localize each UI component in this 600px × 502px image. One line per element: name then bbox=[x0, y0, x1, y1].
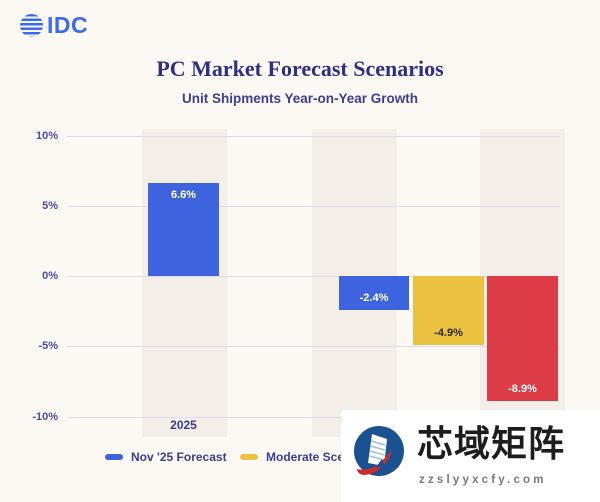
gridline bbox=[67, 346, 560, 348]
y-axis-tick-label: 5% bbox=[42, 199, 58, 212]
legend-swatch-yellow bbox=[240, 454, 258, 460]
idc-logo: IDC bbox=[20, 14, 88, 37]
chart-title: PC Market Forecast Scenarios bbox=[156, 56, 444, 81]
y-axis-tick-label: 0% bbox=[42, 270, 58, 282]
y-axis-tick-label: 10% bbox=[35, 129, 58, 142]
chart-bar: -8.9% bbox=[487, 276, 558, 402]
legend-item-moderate-scenario: Moderate Scen bbox=[240, 450, 351, 464]
gridline bbox=[67, 205, 560, 207]
watermark-box: 芯域矩阵 zzslyyxcfy.com bbox=[341, 410, 600, 502]
bar-value-label: -8.9% bbox=[508, 383, 537, 396]
chart-bar: -2.4% bbox=[339, 276, 409, 310]
chart-bar: -4.9% bbox=[413, 276, 484, 345]
gridline bbox=[67, 276, 560, 277]
watermark-logo-icon bbox=[354, 426, 404, 476]
gridline bbox=[67, 416, 560, 418]
chart-bar: 6.6% bbox=[148, 183, 219, 276]
gridline bbox=[67, 135, 560, 137]
chart-subtitle: Unit Shipments Year-on-Year Growth bbox=[181, 91, 419, 106]
y-axis-tick-label: -10% bbox=[32, 410, 58, 423]
watermark-cn-text: 芯域矩阵 bbox=[417, 423, 566, 464]
y-axis-tick-label: -5% bbox=[38, 340, 58, 353]
watermark-domain-text: zzslyyxcfy.com bbox=[419, 474, 547, 486]
bar-value-label: 6.6% bbox=[170, 189, 197, 202]
idc-logo-text: IDC bbox=[47, 12, 89, 38]
legend-swatch-blue bbox=[105, 454, 123, 460]
legend-item-nov25-forecast: Nov '25 Forecast bbox=[105, 450, 227, 464]
x-axis-tick-label: 2025 bbox=[170, 418, 197, 432]
globe-icon bbox=[20, 14, 43, 37]
legend-label: Moderate Scen bbox=[266, 450, 352, 464]
bar-value-label: -4.9% bbox=[434, 326, 463, 339]
bar-value-label: -2.4% bbox=[359, 291, 389, 304]
plot-band bbox=[142, 129, 227, 437]
legend-label: Nov '25 Forecast bbox=[131, 450, 227, 464]
